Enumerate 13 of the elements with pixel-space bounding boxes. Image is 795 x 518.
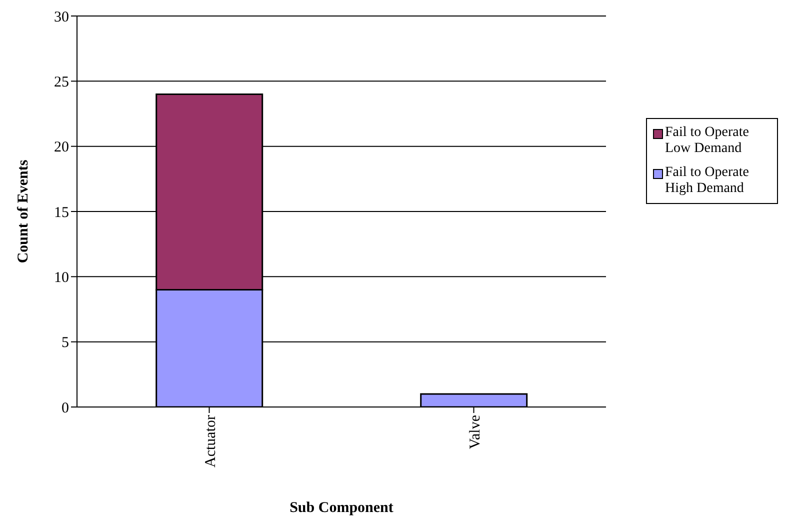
legend-label: Fail to Operate High Demand <box>665 165 750 197</box>
y-tick-label: 15 <box>54 204 69 221</box>
y-tick-label: 10 <box>54 270 69 286</box>
y-tick-label: 25 <box>54 74 69 90</box>
x-tick-label: Valve <box>467 414 484 450</box>
y-tick-label: 20 <box>54 140 69 156</box>
y-tick-label: 0 <box>62 400 69 416</box>
x-tick-label: Actuator <box>202 415 219 468</box>
legend-label: Fail to Operate Low Demand <box>665 125 750 157</box>
x-axis-title: Sub Component <box>290 500 394 516</box>
y-tick-label: 30 <box>54 9 69 26</box>
y-tick-label: 5 <box>62 335 69 352</box>
y-axis-title: Count of Events <box>15 160 32 264</box>
